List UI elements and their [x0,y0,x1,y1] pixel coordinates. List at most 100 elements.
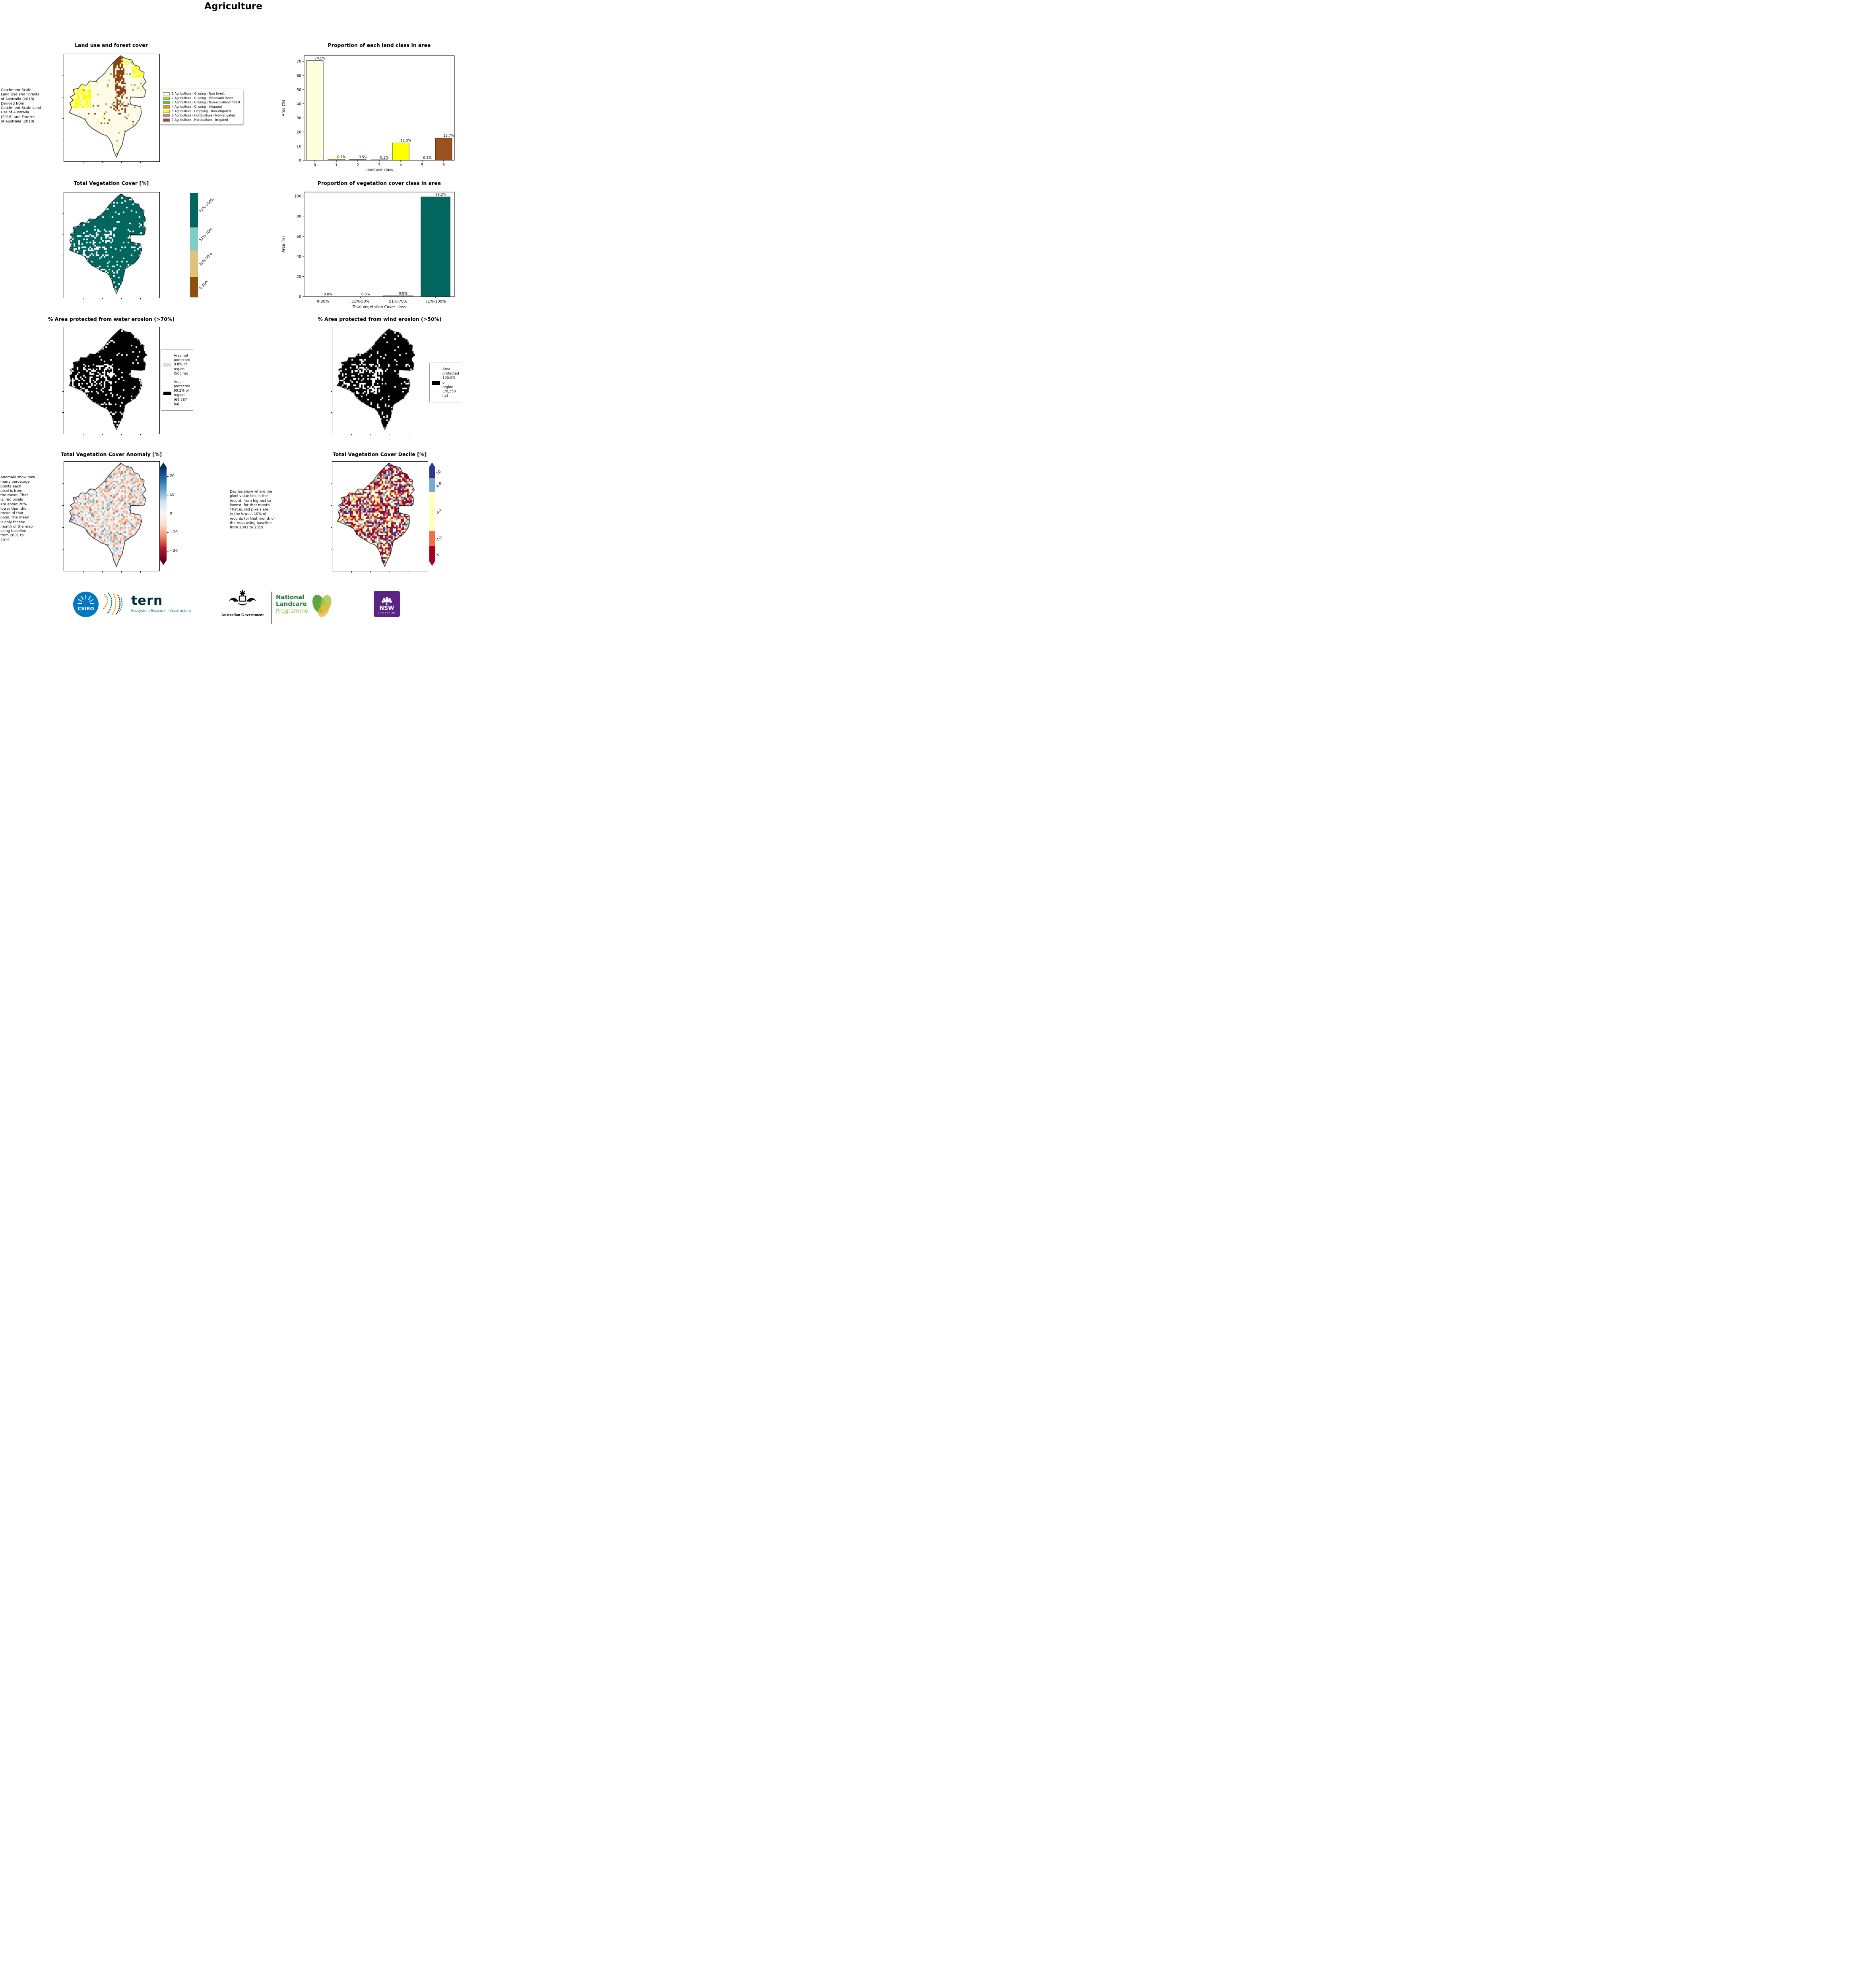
colorbar-label: 8-9 [436,481,443,489]
wind-erosion-map [331,327,428,435]
decile-map [331,461,428,573]
map-axis-tick [102,571,103,573]
land-use-map [62,54,160,163]
land-class-chart-title: Proportion of each land class in area [328,42,431,48]
y-tick-label: 60 [297,235,301,239]
wind-erosion-legend: Area protected 100.0% of region (70,350 … [429,363,461,403]
y-tick-label: 20 [297,130,301,134]
map-axis-tick [140,434,141,435]
x-tick-label: 51%-70% [389,299,407,304]
legend-swatch [163,92,170,95]
bar-value-label: 0.0% [324,293,332,297]
veg-cover-map-title: Total Vegetation Cover [%] [74,180,149,186]
legend-item: 2 Agriculture - Grazing - Woodland fores… [163,96,240,100]
y-tick-label: 40 [297,102,301,106]
map-axis-tick [62,505,64,506]
x-tick-label: 5 [421,163,423,167]
y-axis-label: Area (%) [281,236,286,252]
bar-value-label: 0.5% [359,155,367,159]
wind-erosion-map-canvas [332,327,428,434]
legend-swatch [163,114,170,117]
colorbar-arrow-up [160,462,167,467]
legend-swatch [163,118,170,122]
legend-item: Area protected 100.0% of region (70,350 … [432,367,459,398]
y-tick-label: 80 [297,214,301,219]
decile-map-title: Total Vegetation Cover Decile [%] [332,451,427,457]
x-tick-label: 0 [314,163,316,167]
australian-government-text: Australian Government [221,613,264,617]
decile-map-canvas [332,462,428,571]
legend-swatch [163,109,170,113]
bar [306,60,324,161]
y-tick-label: 0 [299,295,301,299]
legend-label: Area protected 99.2% of region (69,787 h… [174,380,190,406]
colorbar-segment [429,492,435,531]
nsw-logo-text: NSW [379,605,394,612]
colorbar-segment [190,193,198,228]
legend-label: 6 Agriculture - Horticulture - Non-irrig… [172,114,235,117]
bar-value-label: 15.7% [443,134,454,138]
map-axis-tick [331,412,332,413]
veg-cover-map-canvas [64,192,159,298]
land-class-bar-chart: 0 10 20 30 40 50 60 70 0 1 2 3 4 5 6 70.5% 0.7% 0.5% 0.3% 1… [281,55,455,172]
x-axis-label: Total Vegetation Cover class [352,305,406,309]
landcare-text-programme: Programme [276,608,308,614]
colorbar-label: 0-30% [198,279,210,291]
bar-value-label: 70.5% [314,56,325,60]
indigenous-art-graphic [103,592,123,616]
colorbar-segment [190,250,198,277]
veg-class-bar-chart: 0 20 40 60 80 100 0-30% 31%-50% 51%-70% 71%-100% 0… [281,192,455,309]
legend-item: 5 Agriculture - Cropping - Non-irrigated [163,109,240,113]
tern-logo-text: tern [131,593,163,608]
map-axis-tick [351,571,352,573]
colorbar-arrow-down [160,560,167,565]
veg-cover-map [62,192,160,299]
legend-label: 4 Agriculture - Grazing - Irrigated [172,105,222,109]
nsw-logo-subtitle: GOVERNMENT [378,612,396,614]
colorbar-segment [429,478,435,493]
colorbar-tick [167,476,169,477]
veg-class-chart-title: Proportion of vegetation cover class in … [317,180,441,186]
land-use-legend: 1 Agriculture - Grazing - Non forest 2 A… [160,89,244,125]
colorbar-gradient [160,467,167,560]
map-axis-tick [351,434,352,435]
land-use-map-title: Land use and forest cover [75,42,148,48]
map-axis-tick [62,412,64,413]
csiro-logo-text: CSIRO [78,606,94,612]
tern-logo: tern Ecosystem Research Infrastructure [131,594,191,613]
plot-frame [304,192,455,297]
map-axis-tick [140,298,141,299]
legend-swatch [432,381,440,385]
colorbar-tick-label: 10 [170,493,175,497]
x-tick-label: 3 [378,163,380,167]
map-axis-tick [121,434,122,435]
australian-government-logo: Australian Government [217,589,268,617]
nsw-government-logo: NSW GOVERNMENT [374,591,400,617]
map-axis-tick [62,527,64,528]
x-tick-label: 4 [400,163,402,167]
wind-erosion-map-title: % Area protected from wind erosion (>50%… [318,316,442,322]
legend-label: 7 Agriculture - Horticulture - Irrigated [172,118,228,122]
x-tick-label: 0-30% [317,299,329,304]
water-erosion-map [62,327,160,435]
colorbar-segment [429,546,435,561]
y-tick-label: 60 [297,74,301,78]
map-axis-tick [102,298,103,299]
legend-item: 3 Agriculture - Grazing - Non-woodland f… [163,101,240,104]
land-use-source-note: Catchment Scale Land Use and Forests of … [1,88,41,124]
legend-label: Area not protected 0.8% of region (563 h… [174,354,190,376]
legend-swatch [163,96,170,100]
colorbar-segment [190,276,198,297]
colorbar-segment [429,531,435,546]
anomaly-map [62,461,160,573]
colorbar-label: 4-7 [436,508,443,515]
colorbar-segment [429,467,435,478]
map-axis-tick [370,434,371,435]
map-axis-tick [62,118,64,119]
map-axis-tick [62,391,64,392]
legend-item: 6 Agriculture - Horticulture - Non-irrig… [163,114,240,117]
legend-label: Area protected 100.0% of region (70,350 … [442,367,459,398]
bar-value-label: 0.3% [380,156,389,160]
map-axis-tick [331,391,332,392]
map-axis-tick [102,161,103,163]
